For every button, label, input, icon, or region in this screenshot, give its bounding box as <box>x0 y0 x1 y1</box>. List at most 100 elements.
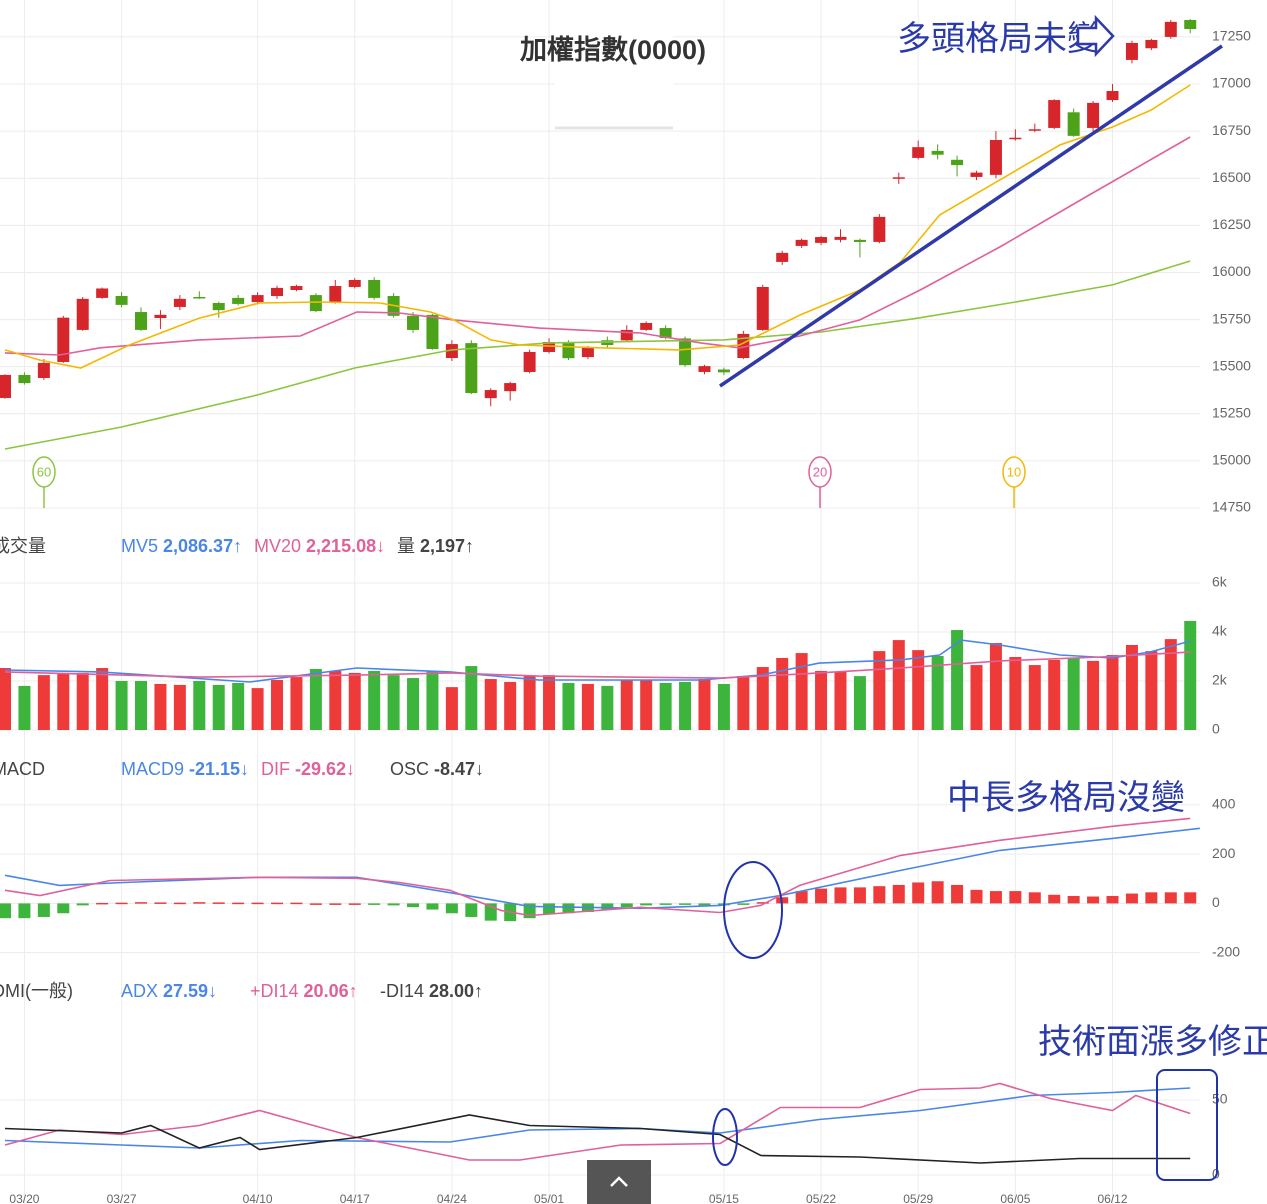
candle-body <box>1028 129 1041 131</box>
series-line <box>4 1087 1191 1149</box>
legend-item: MV5 2,086.37↑ <box>121 536 242 556</box>
volume-bar <box>96 668 109 730</box>
candle-body <box>465 343 478 394</box>
candle-body <box>76 298 89 330</box>
volume-bar <box>1125 644 1138 730</box>
candle-body <box>873 216 886 242</box>
legend-readout: -8.47↓ <box>434 759 484 779</box>
candle-body <box>698 366 711 372</box>
osc-bar <box>1125 893 1138 904</box>
y-tick-label: 15750 <box>1212 310 1251 326</box>
ma-marker <box>32 456 56 488</box>
legend-item: MACD9 -21.15↓ <box>121 759 249 779</box>
osc-bar <box>173 902 186 905</box>
x-tick-label: 03/20 <box>9 1192 39 1204</box>
candle-body <box>737 333 750 359</box>
osc-bar <box>0 903 11 919</box>
x-tick-label: 04/17 <box>340 1192 370 1204</box>
volume-bar <box>562 682 575 730</box>
osc-bar <box>543 903 556 915</box>
candle-body <box>679 338 692 366</box>
volume-bar <box>426 670 439 730</box>
candle-body <box>0 374 11 398</box>
x-tick-label: 04/10 <box>243 1192 273 1204</box>
y-tick-label: 200 <box>1212 845 1236 861</box>
candle-body <box>931 150 944 155</box>
volume-bar <box>271 680 284 730</box>
osc-bar <box>426 903 439 910</box>
candle-body <box>135 312 148 330</box>
candle-body <box>57 317 70 362</box>
volume-bar <box>523 676 536 730</box>
volume-bar <box>737 676 750 730</box>
y-tick-label: 400 <box>1212 796 1236 812</box>
volume-bar <box>717 683 730 730</box>
volume-bar <box>795 653 808 730</box>
y-tick-label: 14750 <box>1212 499 1251 515</box>
osc-bar <box>815 888 828 904</box>
candle-body <box>1145 39 1158 49</box>
osc-bar <box>407 903 420 908</box>
volume-bar <box>504 681 517 730</box>
trend-line <box>719 44 1223 388</box>
scroll-top-button[interactable] <box>587 1160 651 1204</box>
osc-bar <box>737 903 750 905</box>
volume-bar <box>37 675 50 730</box>
volume-bar <box>0 668 11 730</box>
candle-body <box>329 286 342 303</box>
x-tick-label: 05/29 <box>903 1192 933 1204</box>
volume-bar <box>581 683 594 730</box>
volume-bar <box>1028 665 1041 730</box>
osc-bar <box>1184 892 1197 904</box>
candle-body <box>581 347 594 358</box>
osc-bar <box>193 902 206 904</box>
button-bg[interactable] <box>587 1160 651 1204</box>
arrow-icon <box>1076 14 1115 58</box>
candle-body <box>348 280 361 287</box>
legend-name: MV20 <box>254 536 301 556</box>
volume-bar <box>1106 655 1119 730</box>
volume-bar <box>76 672 89 730</box>
osc-bar <box>115 902 128 905</box>
x-tick-label: 05/22 <box>806 1192 836 1204</box>
candle-body <box>212 302 225 311</box>
candle-body <box>96 288 109 298</box>
legend-readout: -21.15↓ <box>189 759 249 779</box>
legend-item: +DI14 20.06↑ <box>250 981 358 1001</box>
osc-bar <box>1048 894 1061 904</box>
osc-bar <box>1009 891 1022 904</box>
series-line <box>4 1114 1191 1164</box>
candle-body <box>173 298 186 307</box>
legend-readout: 27.59↓ <box>163 981 217 1001</box>
legend-name: ADX <box>121 981 158 1001</box>
candle-body <box>1106 91 1119 101</box>
candle-body <box>1164 21 1177 37</box>
volume-bar <box>698 679 711 730</box>
volume-bar <box>640 680 653 730</box>
volume-bar <box>1048 659 1061 730</box>
volume-bar <box>290 677 303 730</box>
series-line <box>4 639 1191 683</box>
highlight-circle <box>723 861 783 959</box>
ma-marker <box>808 456 832 488</box>
candle-body <box>407 315 420 330</box>
caret-icon[interactable] <box>610 1176 628 1187</box>
volume-bar <box>368 670 381 730</box>
volume-bar <box>543 675 556 730</box>
volume-bar <box>212 684 225 730</box>
candle-body <box>154 314 167 319</box>
candle-body <box>834 236 847 240</box>
legend-readout: -29.62↓ <box>295 759 355 779</box>
y-tick-label: 15500 <box>1212 357 1251 373</box>
candle-body <box>271 287 284 297</box>
y-tick-label: 17250 <box>1212 28 1251 44</box>
volume-bar <box>135 681 148 730</box>
volume-bar <box>232 682 245 730</box>
osc-bar <box>756 902 769 904</box>
volume-bar <box>776 657 789 730</box>
volume-bar <box>1184 620 1197 730</box>
legend-name: OSC <box>390 759 429 779</box>
volume-bar <box>620 680 633 730</box>
candle-body <box>504 383 517 392</box>
osc-bar <box>290 902 303 905</box>
